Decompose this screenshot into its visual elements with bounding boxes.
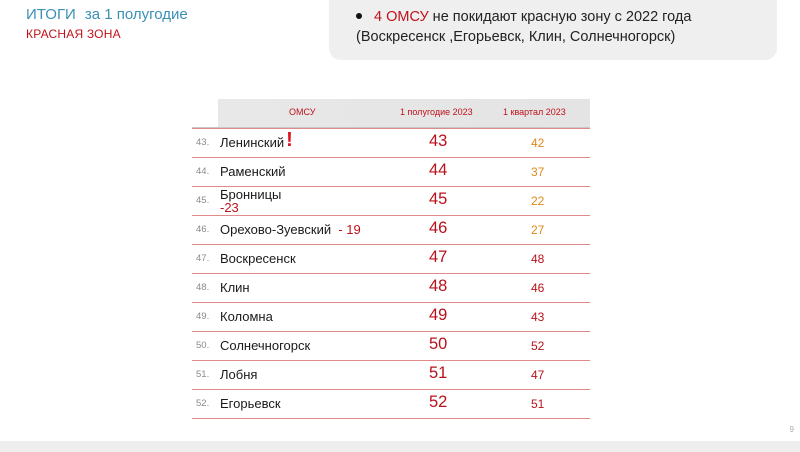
- table-row: 50. Солнечногорск 50 52: [192, 332, 590, 361]
- row-q1-value: 22: [531, 194, 545, 208]
- row-h1-value: 47: [429, 248, 448, 266]
- alert-mark: !: [286, 129, 293, 151]
- table-row: 44. Раменский 44 37: [192, 158, 590, 187]
- note-line-1: 4 ОМСУ не покидают красную зону с 2022 г…: [356, 7, 765, 27]
- row-h1-value: 52: [429, 393, 448, 411]
- row-h1-value: 45: [429, 190, 448, 208]
- row-number: 49.: [196, 311, 210, 322]
- row-name: Раменский: [220, 164, 286, 179]
- ranking-table: ОМСУ 1 полугодие 2023 1 квартал 2023 43.…: [192, 99, 590, 419]
- row-name: Бронницы -23: [220, 187, 282, 215]
- row-h1-value: 46: [429, 219, 448, 237]
- title-block: ИТОГИ за 1 полугодие КРАСНАЯ ЗОНА: [26, 6, 188, 41]
- note-text: не покидают красную зону с 2022 года: [428, 9, 692, 25]
- row-q1-value: 47: [531, 368, 545, 382]
- page-title: ИТОГИ за 1 полугодие: [26, 6, 188, 24]
- table-header: ОМСУ 1 полугодие 2023 1 квартал 2023: [192, 99, 590, 128]
- row-q1-value: 52: [531, 339, 545, 353]
- footer-bar: [0, 441, 800, 452]
- note-count: 4 ОМСУ: [374, 9, 429, 25]
- row-h1-value: 44: [429, 161, 448, 179]
- row-number: 52.: [196, 398, 210, 409]
- table-row: 52. Егорьевск 52 51: [192, 390, 590, 419]
- header-omsu: ОМСУ: [289, 107, 316, 117]
- row-q1-value: 37: [531, 165, 545, 179]
- title-period: за 1 полугодие: [84, 6, 188, 23]
- row-name: Воскресенск: [220, 251, 296, 266]
- row-number: 44.: [196, 166, 210, 177]
- row-number: 47.: [196, 253, 210, 264]
- row-q1-value: 51: [531, 397, 545, 411]
- row-h1-value: 49: [429, 306, 448, 324]
- row-delta: -23: [220, 200, 239, 215]
- row-h1-value: 51: [429, 364, 448, 382]
- row-q1-value: 46: [531, 281, 545, 295]
- table-row: 46. Орехово-Зуевский - 19 46 27: [192, 216, 590, 245]
- row-number: 51.: [196, 369, 210, 380]
- table-row: 51. Лобня 51 47: [192, 361, 590, 390]
- row-number: 43.: [196, 137, 210, 148]
- table-row: 49. Коломна 49 43: [192, 303, 590, 332]
- row-number: 50.: [196, 340, 210, 351]
- row-q1-value: 48: [531, 252, 545, 266]
- row-name: Орехово-Зуевский - 19: [220, 222, 361, 237]
- row-h1-value: 48: [429, 277, 448, 295]
- table-row: 47. Воскресенск 47 48: [192, 245, 590, 274]
- header-h1-2023: 1 полугодие 2023: [400, 107, 473, 117]
- note-box: 4 ОМСУ не покидают красную зону с 2022 г…: [329, 0, 777, 60]
- row-name: Коломна: [220, 309, 273, 324]
- row-number: 46.: [196, 224, 210, 235]
- row-name: Ленинский!: [220, 129, 293, 151]
- table-row: 45. Бронницы -23 45 22: [192, 187, 590, 216]
- table-row: 48. Клин 48 46: [192, 274, 590, 303]
- row-delta: - 19: [338, 222, 361, 237]
- row-q1-value: 43: [531, 310, 545, 324]
- row-name: Солнечногорск: [220, 338, 311, 353]
- row-number: 48.: [196, 282, 210, 293]
- row-name: Лобня: [220, 367, 258, 382]
- row-q1-value: 42: [531, 136, 545, 150]
- bullet-icon: [356, 13, 362, 19]
- header-q1-2023: 1 квартал 2023: [503, 107, 566, 117]
- row-name: Клин: [220, 280, 250, 295]
- title-main: ИТОГИ: [26, 6, 76, 23]
- table-row: 43. Ленинский! 43 42: [192, 128, 590, 158]
- page-subtitle: КРАСНАЯ ЗОНА: [26, 27, 121, 41]
- page-number: 9: [789, 425, 794, 434]
- row-h1-value: 50: [429, 335, 448, 353]
- row-q1-value: 27: [531, 223, 545, 237]
- row-h1-value: 43: [429, 132, 448, 150]
- row-name: Егорьевск: [220, 396, 281, 411]
- row-number: 45.: [196, 195, 210, 206]
- note-line-2: (Воскресенск ,Егорьевск, Клин, Солнечног…: [356, 29, 676, 45]
